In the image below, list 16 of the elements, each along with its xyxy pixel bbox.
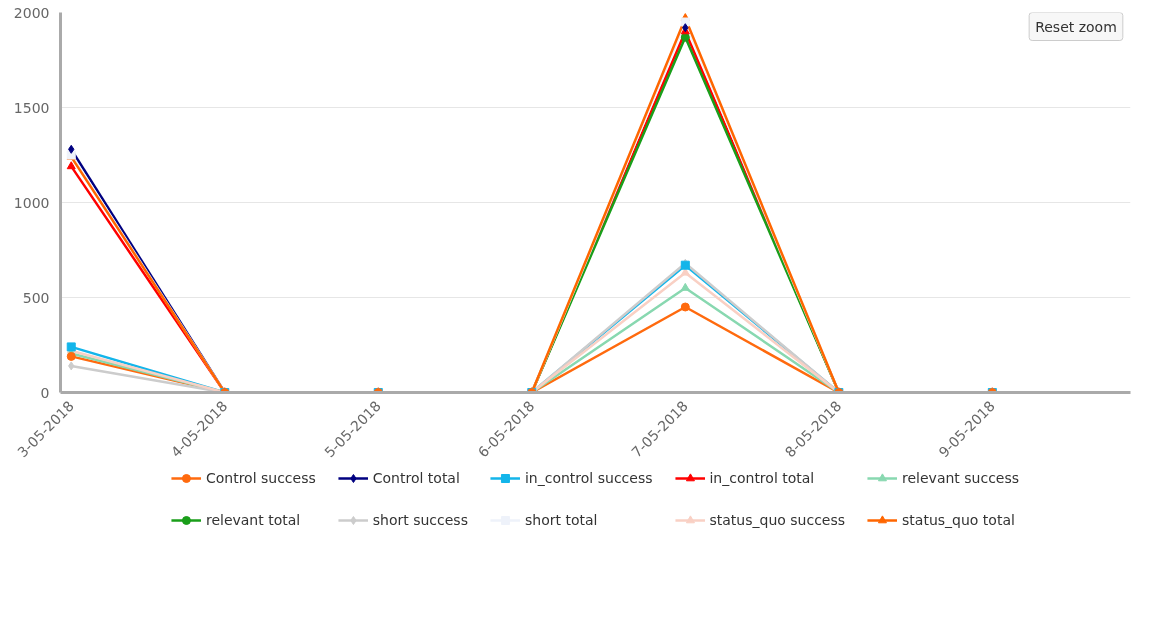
legend-label: in_control total <box>709 470 815 486</box>
legend-label: Control total <box>372 470 460 486</box>
y-tick-label: 500 <box>22 289 50 306</box>
legend-label: Control success <box>205 470 316 486</box>
legend-label: status_quo total <box>902 512 1015 528</box>
y-tick-label: 2000 <box>13 4 50 21</box>
legend-label: short total <box>524 512 598 528</box>
annotation: Reset zoom <box>1035 18 1117 35</box>
legend-label: relevant success <box>902 470 1020 486</box>
y-tick-label: 0 <box>40 384 50 401</box>
y-tick-label: 1000 <box>13 194 50 211</box>
legend-label: status_quo success <box>709 512 846 528</box>
legend-label: in_control success <box>524 470 653 486</box>
legend-label: relevant total <box>205 512 301 528</box>
y-tick-label: 1500 <box>13 99 50 116</box>
legend-label: short success <box>372 512 468 528</box>
